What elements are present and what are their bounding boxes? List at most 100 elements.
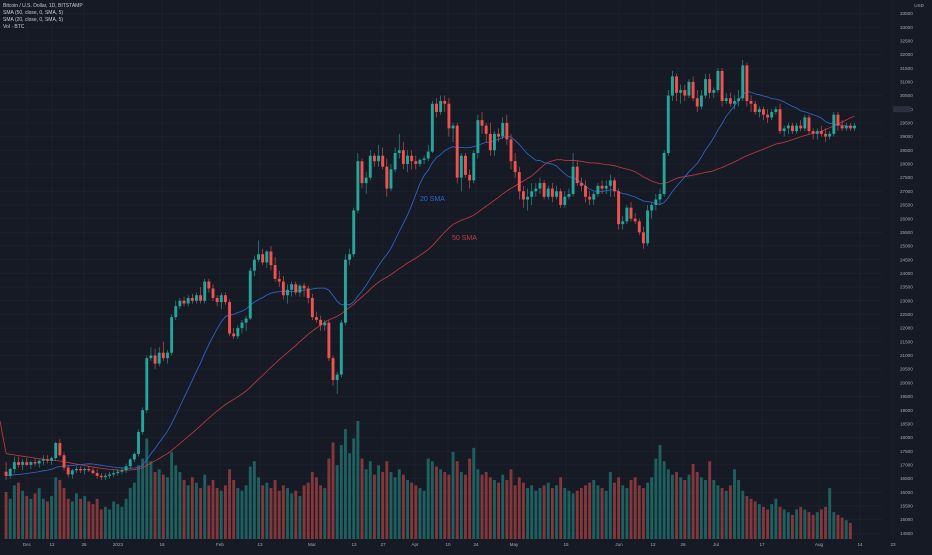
volume-bar xyxy=(550,488,554,539)
candle-body xyxy=(538,183,542,189)
volume-bar xyxy=(211,480,215,539)
volume-bar xyxy=(41,498,45,539)
sma20-line xyxy=(6,91,855,476)
candle-body xyxy=(819,131,823,134)
candle-body xyxy=(368,155,372,178)
candle-body xyxy=(563,196,567,205)
candle-body xyxy=(360,161,364,184)
sma20-legend[interactable]: SMA (20, close, 0, SMA, 5) xyxy=(3,17,64,23)
candle-body xyxy=(170,317,174,353)
sma50-line-group xyxy=(0,115,855,471)
volume-bar xyxy=(228,469,232,539)
volume-bar xyxy=(658,445,662,539)
sma50-legend[interactable]: SMA (50, close, 0, SMA, 5) xyxy=(3,10,64,16)
volume-bar xyxy=(145,438,149,539)
candle-body xyxy=(542,183,546,197)
volume-bar xyxy=(737,480,741,539)
candle-body xyxy=(120,470,124,472)
candle-body xyxy=(774,109,778,112)
volume-bar xyxy=(596,485,600,539)
volume-bar xyxy=(675,471,678,539)
candle-body xyxy=(410,155,414,162)
volume-bar xyxy=(848,522,852,539)
candle-body xyxy=(393,152,397,170)
candle-body xyxy=(497,133,501,137)
volume-bar xyxy=(654,458,658,539)
volume-bar xyxy=(501,474,505,539)
candle-body xyxy=(724,98,728,102)
volume-bar xyxy=(451,451,455,539)
candle-body xyxy=(339,322,343,375)
last-price-marker xyxy=(893,106,911,113)
candle-body xyxy=(112,473,116,475)
volume-bar xyxy=(699,477,703,539)
candle-body xyxy=(836,114,840,126)
volume-legend[interactable]: Vol · BTC xyxy=(3,24,25,30)
candle-body xyxy=(526,196,530,200)
volume-bar xyxy=(741,490,745,539)
candle-body xyxy=(786,125,790,129)
volume-bar xyxy=(116,504,120,539)
candle-body xyxy=(675,76,678,93)
candle-body xyxy=(571,166,575,195)
candle-body xyxy=(741,65,745,99)
candle-body xyxy=(795,125,799,132)
candle-body xyxy=(265,251,269,263)
volume-bar xyxy=(232,480,236,539)
volume-bar xyxy=(505,480,509,539)
volume-bar xyxy=(447,474,451,539)
candle-body xyxy=(517,172,521,192)
candle-body xyxy=(584,185,587,197)
candle-body xyxy=(807,117,811,132)
volume-bar xyxy=(339,445,343,539)
volume-bar xyxy=(617,477,621,539)
volume-bar xyxy=(269,488,273,539)
volume-bar xyxy=(567,490,571,539)
candle-body xyxy=(790,125,794,132)
candle-body xyxy=(439,101,443,112)
y-tick-label: 15000 xyxy=(900,517,913,522)
y-tick-label: 33000 xyxy=(900,25,913,30)
candle-body xyxy=(145,358,149,411)
volume-bar xyxy=(25,496,29,539)
candle-body xyxy=(778,109,782,132)
time-axis[interactable]: Dec 12 26 2023 16 Feb 13 Mar 13 27 Apr 10 24 May 15 Jun… xyxy=(23,542,896,547)
x-tick-label: Mar xyxy=(308,542,316,547)
candle-body xyxy=(753,103,757,112)
candle-body xyxy=(12,462,16,469)
volume-bar xyxy=(389,471,393,539)
candle-body xyxy=(679,90,683,93)
volume-bar xyxy=(468,458,472,539)
volume-bar xyxy=(414,485,418,539)
y-tick-label: 25000 xyxy=(900,244,913,249)
y-tick-label: 21000 xyxy=(900,353,913,358)
volume-bar xyxy=(571,493,575,539)
volume-bar xyxy=(257,477,260,539)
volume-bar xyxy=(166,477,169,539)
volume-bar xyxy=(401,474,405,539)
currency-label[interactable]: USD xyxy=(914,3,924,8)
volume-bar xyxy=(21,490,25,539)
candle-body xyxy=(782,128,786,132)
volume-bar xyxy=(335,465,339,539)
volume-bar xyxy=(99,509,103,539)
candle-body xyxy=(87,468,91,471)
x-tick-label: Jun xyxy=(615,542,623,547)
candle-body xyxy=(695,98,699,107)
candle-body xyxy=(203,281,207,301)
volume-bar xyxy=(563,488,567,539)
candle-body xyxy=(8,468,12,476)
symbol-title[interactable]: Bitcoin / U.S. Dollar, 1D, BITSTAMP xyxy=(3,3,83,9)
volume-bar xyxy=(542,485,546,539)
candle-body xyxy=(132,453,136,460)
volume-bar xyxy=(17,482,20,539)
candle-body xyxy=(770,111,774,118)
volume-bar xyxy=(795,509,799,539)
volume-bar xyxy=(381,471,385,539)
volume-bar xyxy=(683,480,687,539)
volume-bar xyxy=(364,469,368,539)
candle-body xyxy=(215,297,219,303)
price-axis[interactable]: 14500 15000 15500 16000 16500 17000 17500 18000… xyxy=(900,11,913,536)
